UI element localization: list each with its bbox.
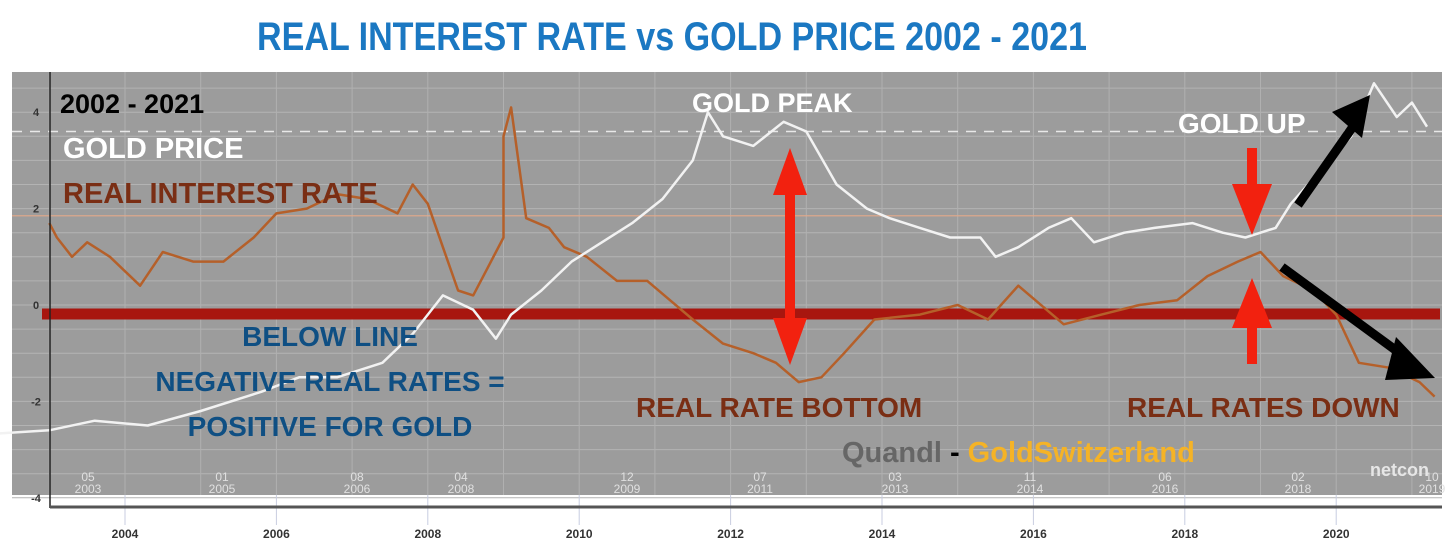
inner-x-tick-year: 2018 xyxy=(1285,482,1312,496)
legend-real-interest-rate: REAL INTEREST RATE xyxy=(63,178,378,210)
negative-real-rates-label: NEGATIVE REAL RATES = xyxy=(155,366,504,397)
inner-x-tick-year: 2014 xyxy=(1017,482,1044,496)
x-tick-label: 2012 xyxy=(717,527,744,541)
x-tick-label: 2020 xyxy=(1323,527,1350,541)
y-tick-label: 2 xyxy=(33,204,39,216)
red-down-arrow xyxy=(1232,148,1272,235)
inner-x-tick-month: 07 xyxy=(753,470,767,484)
source-separator: - xyxy=(942,437,968,469)
x-tick-label: 2018 xyxy=(1171,527,1198,541)
inner-x-tick-labels: 0520030120050820060420081220090720110320… xyxy=(75,470,1446,496)
black-up-arrow xyxy=(1294,95,1370,208)
real-rates-down-label: REAL RATES DOWN xyxy=(1127,392,1400,423)
source-goldswitzerland: GoldSwitzerland xyxy=(968,437,1195,469)
inner-x-tick-month: 08 xyxy=(350,470,364,484)
black-down-arrow xyxy=(1279,263,1435,380)
x-tick-label: 2004 xyxy=(112,527,139,541)
inner-x-tick-year: 2003 xyxy=(75,482,102,496)
y-tick-label: -4 xyxy=(31,493,42,505)
chart-title: REAL INTEREST RATE vs GOLD PRICE 2002 - … xyxy=(257,15,1087,59)
gold-peak-label: GOLD PEAK xyxy=(692,88,853,118)
gold-up-label: GOLD UP xyxy=(1178,108,1306,139)
inner-x-tick-year: 2013 xyxy=(882,482,909,496)
gold-price-line xyxy=(0,82,1429,435)
red-double-arrow xyxy=(773,148,807,365)
x-tick-labels: 2004 2006 2008 2010 2012 2014 2016 2018 2020 xyxy=(112,527,1350,541)
inner-x-tick-year: 2019 xyxy=(1419,482,1446,496)
positive-for-gold-label: POSITIVE FOR GOLD xyxy=(188,411,473,442)
inner-x-tick-year: 2009 xyxy=(614,482,641,496)
y-tick-label: -2 xyxy=(31,396,41,408)
real-rate-bottom-label: REAL RATE BOTTOM xyxy=(636,392,922,423)
legend-gold-price: GOLD PRICE xyxy=(63,133,243,165)
inner-x-tick-month: 01 xyxy=(215,470,229,484)
x-tick-label: 2014 xyxy=(869,527,896,541)
red-up-arrow xyxy=(1232,278,1272,364)
y-tick-label: 0 xyxy=(33,300,39,312)
reference-lines xyxy=(12,130,1442,320)
inner-x-tick-year: 2005 xyxy=(209,482,236,496)
inner-x-tick-month: 05 xyxy=(81,470,95,484)
x-tick-label: 2016 xyxy=(1020,527,1047,541)
inner-x-tick-month: 02 xyxy=(1291,470,1305,484)
source-label: Quandl - GoldSwitzerland xyxy=(842,437,1195,469)
inner-x-tick-year: 2006 xyxy=(344,482,371,496)
inner-x-tick-month: 12 xyxy=(620,470,634,484)
inner-x-tick-year: 2008 xyxy=(448,482,475,496)
watermark: netcon xyxy=(1370,460,1429,480)
inner-x-tick-month: 10 xyxy=(1425,470,1439,484)
inner-x-tick-month: 11 xyxy=(1024,470,1037,484)
x-tick-label: 2010 xyxy=(566,527,593,541)
plot-background xyxy=(12,72,1442,495)
inner-x-tick-year: 2011 xyxy=(747,482,773,496)
inner-x-tick-month: 06 xyxy=(1158,470,1172,484)
x-tick-label: 2006 xyxy=(263,527,290,541)
inner-x-tick-month: 04 xyxy=(454,470,468,484)
inner-x-tick-month: 03 xyxy=(888,470,902,484)
y-tick-label: 4 xyxy=(33,107,40,119)
real-interest-rate-line xyxy=(48,106,1436,398)
period-label: 2002 - 2021 xyxy=(60,89,204,119)
source-quandl: Quandl xyxy=(842,437,942,469)
below-line-label: BELOW LINE xyxy=(242,321,418,352)
series-lines xyxy=(0,82,1436,435)
x-tick-label: 2008 xyxy=(414,527,441,541)
inner-x-tick-year: 2016 xyxy=(1152,482,1179,496)
y-tick-labels: 4 2 0 -2 -4 xyxy=(31,107,42,505)
